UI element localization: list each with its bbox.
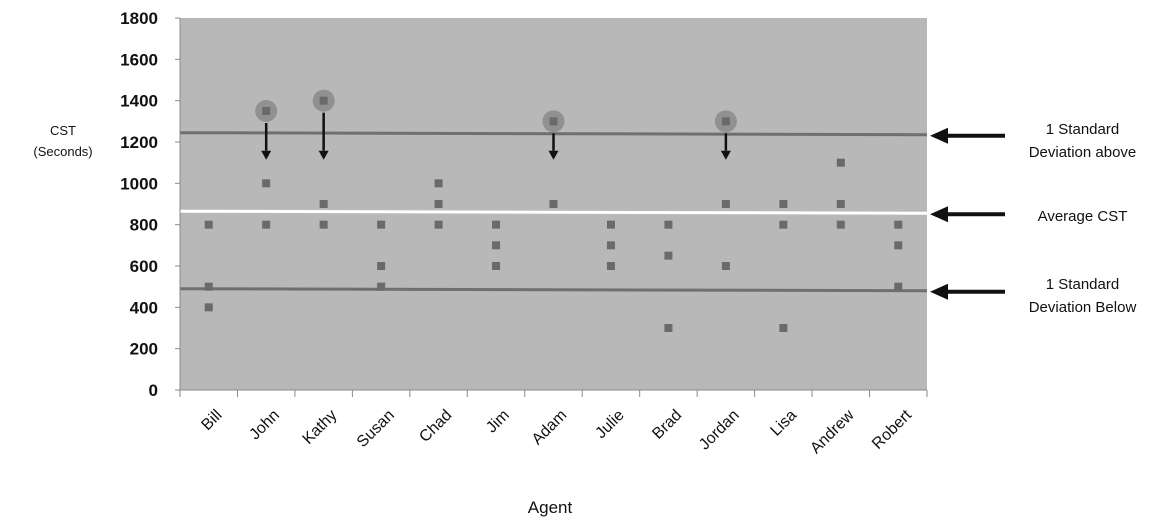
x-tick-label: Jordan <box>696 407 743 454</box>
y-tick-label: 1600 <box>120 50 158 69</box>
y-tick-label: 1400 <box>120 92 158 111</box>
data-point <box>664 324 673 332</box>
y-axis-label-line2: (Seconds) <box>33 144 93 159</box>
data-point <box>721 200 730 208</box>
annotation-arrows <box>261 112 1005 300</box>
data-point <box>492 241 501 250</box>
x-tick-label: Kathy <box>300 407 341 448</box>
annotation-upper-sd: 1 Standard Deviation above <box>1000 118 1165 164</box>
down-arrow-head <box>318 150 329 160</box>
data-point <box>434 200 443 208</box>
data-point <box>434 179 443 188</box>
annotation-average-text: Average CST <box>1037 208 1128 225</box>
data-point <box>779 220 788 229</box>
left-arrow-head <box>930 283 948 300</box>
data-point <box>894 220 903 229</box>
x-tick-label: Robert <box>869 406 915 452</box>
data-point <box>606 262 615 270</box>
x-tick-label: Lisa <box>767 407 800 440</box>
x-tick-label: Adam <box>529 407 571 449</box>
data-point <box>319 200 328 208</box>
x-tick-label: Andrew <box>807 406 858 457</box>
data-point <box>549 117 558 126</box>
x-tick-label: Susan <box>354 407 398 451</box>
data-point <box>377 220 386 229</box>
data-point <box>434 220 443 229</box>
x-tick-label: Julie <box>593 407 628 442</box>
data-point <box>894 241 903 250</box>
data-point <box>779 200 788 208</box>
data-point <box>721 262 730 270</box>
data-point <box>204 282 213 291</box>
data-point <box>664 251 673 260</box>
data-point <box>319 220 328 229</box>
data-point <box>894 282 903 291</box>
y-tick-label: 400 <box>130 298 158 317</box>
reference-line-average <box>179 209 928 215</box>
data-point <box>836 200 845 208</box>
annotation-lower-sd: 1 Standard Deviation Below <box>1000 273 1165 319</box>
x-axis-title: Agent <box>527 498 573 517</box>
x-tick-label: Bill <box>198 407 225 434</box>
annotation-upper-sd-line1: 1 Standard <box>1045 121 1120 138</box>
y-tick-label: 800 <box>130 216 158 235</box>
data-point <box>262 107 271 115</box>
annotation-lower-sd-line1: 1 Standard <box>1045 276 1120 293</box>
reference-line-lower <box>179 287 928 293</box>
x-tick-label: Brad <box>649 407 685 443</box>
data-point <box>606 220 615 229</box>
data-point <box>492 220 501 229</box>
x-tick-label: Chad <box>416 407 455 446</box>
data-point <box>664 220 673 229</box>
down-arrow-head <box>261 150 272 160</box>
annotation-lower-sd-line2: Deviation Below <box>1028 299 1137 316</box>
data-point <box>262 220 271 229</box>
data-point <box>262 179 271 188</box>
x-tick-label: John <box>246 407 283 444</box>
data-point <box>204 303 213 312</box>
down-arrow-head <box>548 150 559 160</box>
y-tick-label: 1200 <box>120 133 158 152</box>
y-tick-label: 1000 <box>120 174 158 193</box>
left-arrow-head <box>930 206 948 223</box>
data-point <box>204 220 213 229</box>
y-tick-label: 200 <box>130 340 158 359</box>
left-arrow-head <box>930 127 948 144</box>
data-point <box>606 241 615 250</box>
y-axis-label: CST (Seconds) <box>18 120 108 162</box>
y-tick-label: 600 <box>130 257 158 276</box>
data-point <box>377 262 386 270</box>
data-point <box>836 158 845 167</box>
y-tick-label: 1800 <box>120 9 158 28</box>
data-point <box>319 96 328 105</box>
data-point <box>492 262 501 270</box>
y-tick-label: 0 <box>149 381 158 400</box>
data-point <box>836 220 845 229</box>
data-markers <box>204 89 903 332</box>
x-tick-label: Jim <box>483 407 513 437</box>
down-arrow-head <box>720 150 731 160</box>
data-point <box>721 117 730 126</box>
data-point <box>549 200 558 208</box>
annotation-average: Average CST <box>1000 205 1165 228</box>
data-point <box>377 282 386 291</box>
data-point <box>779 324 788 332</box>
y-axis-label-line1: CST <box>50 123 76 138</box>
annotation-upper-sd-line2: Deviation above <box>1028 144 1137 161</box>
